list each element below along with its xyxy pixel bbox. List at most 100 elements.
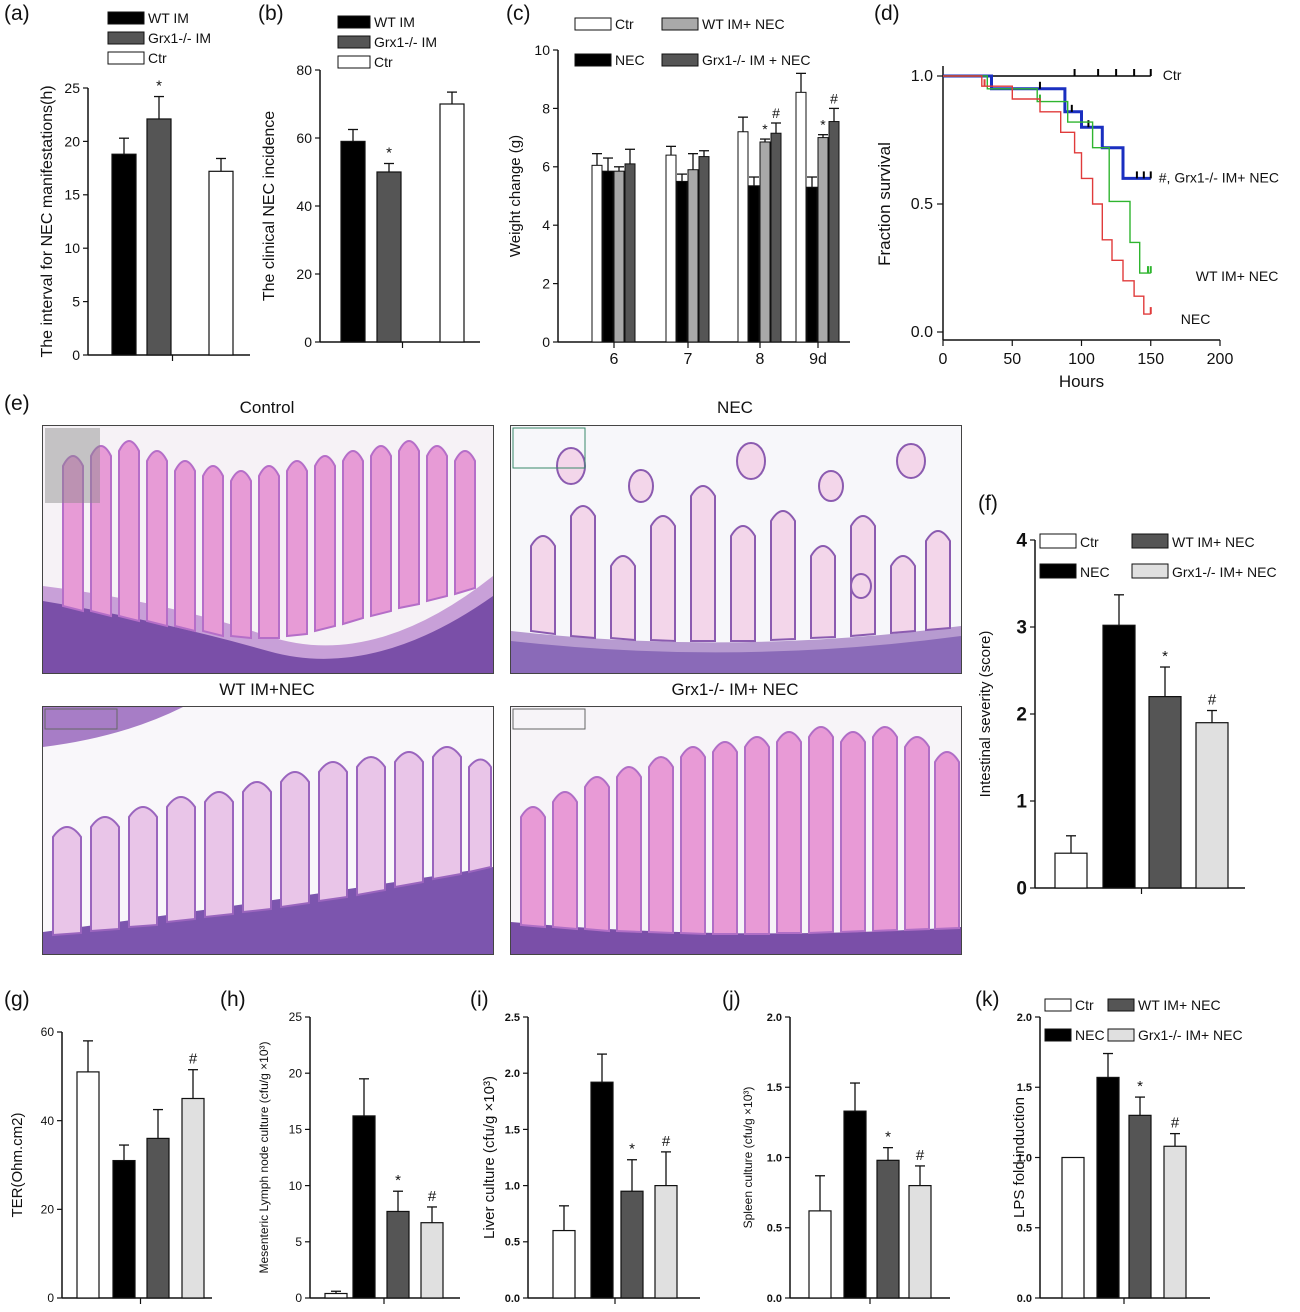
x-tick-label-d: 100 <box>1068 351 1095 368</box>
y-tick-label-f: 4 <box>1016 531 1027 552</box>
legend-swatch-k <box>1044 998 1072 1012</box>
y-tick-label-k: 0.5 <box>1017 1223 1032 1235</box>
legend-label-f: Grx1-/- IM+ NEC <box>1172 564 1277 580</box>
y-tick-label-k: 1.0 <box>1017 1152 1032 1164</box>
histology-image-nec <box>510 425 962 674</box>
bar-c <box>665 154 677 343</box>
survival-curve-d <box>943 75 1151 274</box>
significance-mark-i: # <box>662 1133 671 1150</box>
legend-label-c: Grx1-/- IM + NEC <box>702 52 811 68</box>
legend-swatch-c <box>661 53 699 67</box>
significance-mark-g: # <box>189 1051 198 1068</box>
y-tick-label-j: 1.5 <box>767 1082 782 1094</box>
y-tick-label-c: 8 <box>542 100 550 116</box>
legend-swatch-k <box>1107 998 1135 1012</box>
series-label-d: Ctr <box>1163 67 1182 83</box>
bar-c <box>828 121 840 343</box>
bar-a <box>208 170 234 356</box>
y-axis-label-c: Weight change (g) <box>507 135 524 257</box>
y-tick-label-a: 0 <box>72 347 80 363</box>
y-tick-label-b: 80 <box>296 62 312 78</box>
histology-label-control: Control <box>239 398 295 417</box>
y-tick-label-h: 20 <box>289 1066 303 1080</box>
significance-mark-c: # <box>772 105 780 121</box>
panel-letter-f: (f) <box>978 492 998 515</box>
y-tick-label-j: 0.0 <box>767 1293 782 1305</box>
bar-k <box>1096 1076 1120 1299</box>
legend-label-a: WT IM <box>148 10 189 26</box>
bar-c <box>613 170 625 343</box>
survival-curve-d <box>943 75 1151 315</box>
y-axis-label-g: TER(Ohm.cm2) <box>9 1112 26 1217</box>
bar-i <box>552 1229 576 1299</box>
significance-mark-j: # <box>916 1147 925 1164</box>
bar-i <box>654 1184 678 1299</box>
significance-mark-k: # <box>1171 1115 1180 1132</box>
panel-letter-h: (h) <box>220 988 246 1011</box>
legend-swatch-k <box>1044 1028 1072 1042</box>
bar-j <box>843 1110 867 1299</box>
y-tick-label-k: 2.0 <box>1017 1012 1032 1024</box>
bar-b <box>376 171 402 343</box>
legend-label-c: WT IM+ NEC <box>702 16 785 32</box>
y-tick-label-a: 5 <box>72 294 80 310</box>
legend-swatch-a <box>107 31 145 45</box>
y-tick-label-h: 10 <box>289 1179 303 1193</box>
y-tick-label-c: 2 <box>542 276 550 292</box>
bar-c <box>698 156 710 343</box>
y-tick-label-d: 0.5 <box>911 196 933 213</box>
y-tick-label-j: 0.5 <box>767 1223 782 1235</box>
bar-g <box>112 1159 136 1299</box>
panel-letter-i: (i) <box>470 988 489 1011</box>
histology-label-wt-im-nec: WT IM+NEC <box>219 680 315 699</box>
y-tick-label-h: 25 <box>289 1010 303 1024</box>
x-axis-label-d: Hours <box>1059 372 1104 391</box>
y-tick-label-c: 10 <box>534 42 550 58</box>
x-tick-label-d: 50 <box>1003 351 1021 368</box>
panel-letter-e: (e) <box>4 392 30 415</box>
bar-h <box>352 1115 376 1299</box>
bar-k <box>1061 1156 1085 1299</box>
histology-image-control <box>42 425 494 674</box>
y-tick-label-f: 3 <box>1016 618 1027 639</box>
y-tick-label-i: 1.0 <box>505 1180 520 1192</box>
panel-letter-d: (d) <box>874 2 900 25</box>
x-tick-label-c: 7 <box>684 351 693 368</box>
bar-h <box>386 1210 410 1299</box>
y-tick-label-a: 15 <box>64 187 80 203</box>
histology-label-nec: NEC <box>717 398 753 417</box>
significance-mark-a: * <box>156 78 162 95</box>
legend-label-f: NEC <box>1080 564 1110 580</box>
histology-label-grx1-im-nec: Grx1-/- IM+ NEC <box>671 680 799 699</box>
bar-b <box>439 103 465 343</box>
bar-h <box>420 1222 444 1299</box>
x-tick-label-d: 0 <box>939 351 948 368</box>
legend-label-a: Ctr <box>148 50 167 66</box>
y-tick-label-d: 1.0 <box>911 68 933 85</box>
bar-a <box>146 118 172 356</box>
y-tick-label-h: 5 <box>295 1235 302 1249</box>
legend-swatch-f <box>1131 533 1169 549</box>
legend-swatch-f <box>1131 563 1169 579</box>
y-tick-label-k: 0.0 <box>1017 1293 1032 1305</box>
x-tick-label-d: 200 <box>1207 351 1234 368</box>
legend-label-k: NEC <box>1075 1027 1105 1043</box>
panel-letter-b: (b) <box>258 2 284 25</box>
panel-letter-j: (j) <box>722 988 741 1011</box>
bar-b <box>340 140 366 343</box>
y-tick-label-f: 2 <box>1016 705 1027 726</box>
panel-letter-c: (c) <box>506 2 531 25</box>
y-tick-label-a: 20 <box>64 133 80 149</box>
legend-swatch-c <box>574 17 612 31</box>
histology-image-wt-im-nec <box>42 706 494 955</box>
significance-mark-c: * <box>820 117 826 133</box>
histology-image-grx1-im-nec <box>510 706 962 955</box>
legend-label-f: Ctr <box>1080 534 1099 550</box>
y-tick-label-i: 2.5 <box>505 1012 520 1024</box>
legend-label-a: Grx1-/- IM <box>148 30 211 46</box>
significance-mark-f: * <box>1162 648 1168 665</box>
legend-swatch-k <box>1107 1028 1135 1042</box>
y-tick-label-h: 0 <box>295 1291 302 1305</box>
y-tick-label-k: 1.5 <box>1017 1082 1032 1094</box>
